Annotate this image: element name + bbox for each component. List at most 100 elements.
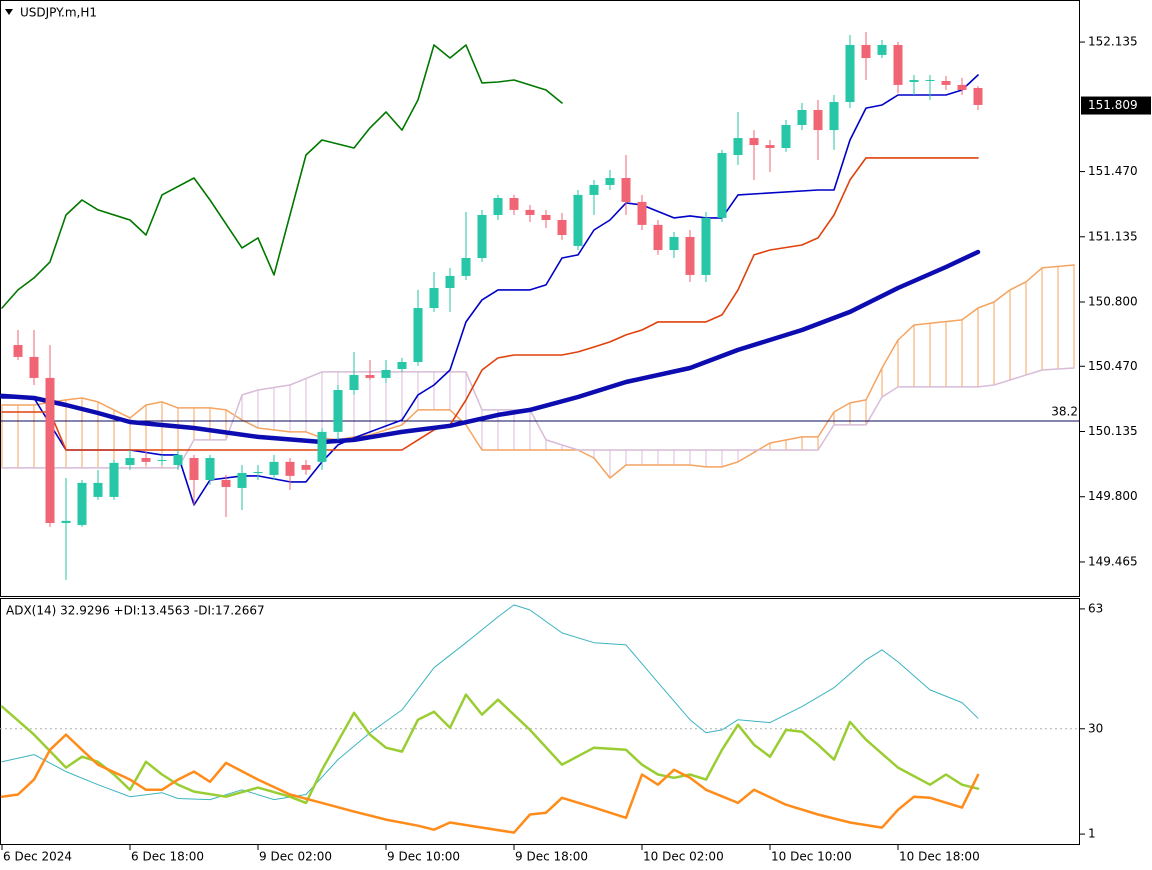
candle-body xyxy=(605,177,615,185)
candle-body xyxy=(637,201,647,225)
candle-body xyxy=(797,110,807,126)
candle-body xyxy=(573,194,583,246)
candle-body xyxy=(445,275,455,288)
candle-body xyxy=(429,287,439,309)
candle-body xyxy=(557,220,567,236)
symbol-toggle[interactable] xyxy=(5,9,13,15)
candle-body xyxy=(909,80,919,82)
candle-body xyxy=(157,459,167,461)
y-tick-label: 151.470 xyxy=(1088,164,1138,178)
x-tick-label: 6 Dec 2024 xyxy=(3,850,72,864)
y-tick-label: 150.470 xyxy=(1088,359,1138,373)
main-panel-border xyxy=(0,0,1080,597)
senkou-span-b xyxy=(1,367,1075,469)
y-tick-label: 150.135 xyxy=(1088,424,1138,438)
candle-body xyxy=(621,177,631,202)
candle-body xyxy=(461,257,471,276)
candle-body xyxy=(173,454,183,465)
x-tick-label: 9 Dec 10:00 xyxy=(387,850,460,864)
candle-body xyxy=(301,464,311,470)
candle-body xyxy=(333,390,343,432)
x-tick-label: 9 Dec 02:00 xyxy=(259,850,332,864)
fibo-level-label: 38.2 xyxy=(1051,404,1078,418)
y-tick-label: 149.465 xyxy=(1088,554,1138,568)
last-price-label: 151.809 xyxy=(1088,98,1138,112)
candle-body xyxy=(877,44,887,55)
candle-body xyxy=(221,479,231,487)
candle-body xyxy=(957,84,967,90)
indicator-line xyxy=(1,74,979,506)
candle-body xyxy=(45,377,55,524)
candle-body xyxy=(269,461,279,475)
candle-body xyxy=(685,236,695,275)
candle-body xyxy=(381,369,391,378)
candle-body xyxy=(77,482,87,525)
candle-body xyxy=(845,44,855,103)
adx-line xyxy=(0,693,980,805)
candle-body xyxy=(109,462,119,497)
x-tick-label: 10 Dec 02:00 xyxy=(643,850,724,864)
adx-line xyxy=(0,733,980,834)
y-tick-label: 63 xyxy=(1088,601,1103,615)
x-tick-label: 6 Dec 18:00 xyxy=(131,850,204,864)
indicator-line xyxy=(1,44,563,309)
candle-body xyxy=(493,198,503,215)
candle-body xyxy=(973,88,983,105)
candle-body xyxy=(349,375,359,391)
adx-line xyxy=(1,604,979,801)
candle-body xyxy=(941,81,951,85)
adx-panel-border xyxy=(0,598,1080,845)
candle-body xyxy=(509,198,519,210)
candle-body xyxy=(205,457,215,480)
candle-body xyxy=(749,138,759,146)
candle-body xyxy=(765,145,775,148)
candle-body xyxy=(93,482,103,497)
candle-body xyxy=(477,214,487,258)
candle-body xyxy=(61,520,71,524)
candle-body xyxy=(925,80,935,82)
y-tick-label: 1 xyxy=(1088,827,1096,841)
y-tick-label: 150.800 xyxy=(1088,295,1138,309)
senkou-span-a xyxy=(1,264,1075,479)
candle-body xyxy=(141,457,151,462)
candle-body xyxy=(29,356,39,378)
candle-body xyxy=(413,308,423,362)
candle-body xyxy=(525,209,535,215)
candle-body xyxy=(669,236,679,251)
x-tick-label: 9 Dec 18:00 xyxy=(515,850,588,864)
candle-body xyxy=(589,184,599,195)
candle-body xyxy=(733,138,743,155)
candle-body xyxy=(285,461,295,476)
indicator-line xyxy=(1,157,979,451)
last-price-box xyxy=(1081,96,1151,115)
candle-body xyxy=(813,110,823,131)
y-tick-label: 149.800 xyxy=(1088,489,1138,503)
adx-title: ADX(14) 32.9296 +DI:13.4563 -DI:17.2667 xyxy=(6,604,265,618)
candle-body xyxy=(829,102,839,131)
candle-body xyxy=(397,361,407,369)
candle-body xyxy=(701,217,711,275)
candle-body xyxy=(125,457,135,465)
candle-body xyxy=(861,44,871,59)
candle-body xyxy=(541,214,551,221)
candle-body xyxy=(653,224,663,251)
candle-body xyxy=(365,375,375,378)
candle-body xyxy=(13,345,23,357)
y-tick-label: 151.135 xyxy=(1088,229,1138,243)
y-tick-label: 30 xyxy=(1088,721,1103,735)
symbol-title: USDJPY.m,H1 xyxy=(20,6,97,20)
candle-body xyxy=(237,472,247,488)
x-tick-label: 10 Dec 10:00 xyxy=(771,850,852,864)
indicator-line xyxy=(0,249,981,445)
candle-body xyxy=(317,431,327,462)
candle-body xyxy=(253,471,263,473)
x-tick-label: 10 Dec 18:00 xyxy=(899,850,980,864)
candle-body xyxy=(781,125,791,148)
candle-body xyxy=(189,457,199,480)
y-tick-label: 152.135 xyxy=(1088,35,1138,49)
candle-body xyxy=(717,153,727,218)
candle-body xyxy=(893,44,903,85)
